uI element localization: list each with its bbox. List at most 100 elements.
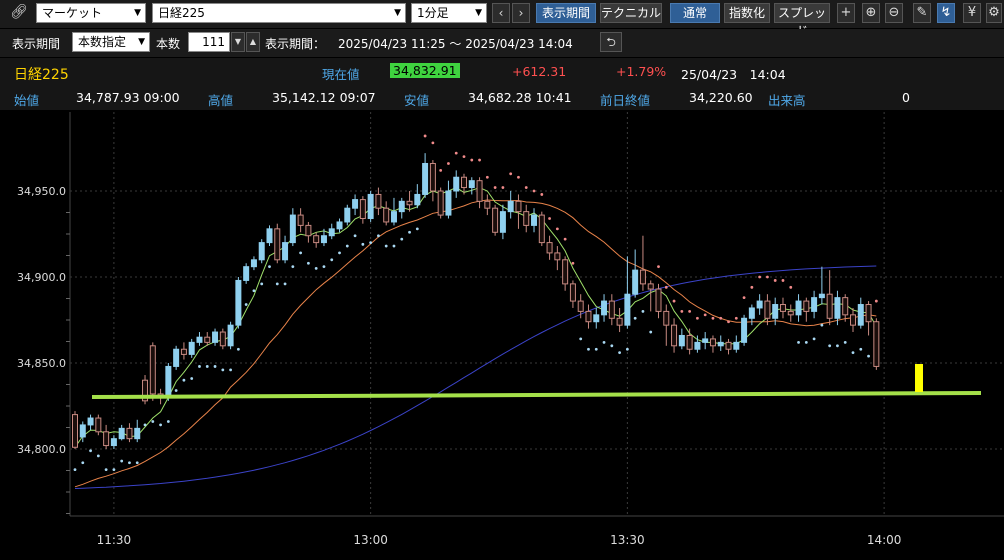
sar-dot <box>89 449 92 453</box>
symbol-select[interactable]: 日経225 ▼ <box>152 3 406 23</box>
candle-body <box>476 180 483 202</box>
period-mode-select[interactable]: 本数指定 ▼ <box>72 32 150 52</box>
count-input[interactable]: 111 <box>188 32 230 52</box>
candle-body <box>593 314 600 323</box>
candle-body <box>818 293 825 299</box>
reset-icon[interactable]: ⮌ <box>600 32 622 52</box>
x-tick-label: 11:30 <box>97 533 132 547</box>
candle-body <box>110 438 117 447</box>
candle-body <box>811 297 818 312</box>
next-button[interactable]: › <box>512 3 530 23</box>
candle-body <box>250 259 257 268</box>
candle-body <box>95 417 102 433</box>
pen-icon[interactable]: ✎ <box>913 3 931 23</box>
count-up-icon[interactable]: ▲ <box>246 32 260 52</box>
sar-dot <box>773 279 777 282</box>
prev-close-label: 前日終値 <box>600 93 651 108</box>
sar-dot <box>400 237 404 241</box>
x-tick-label: 14:00 <box>867 533 902 547</box>
candle-body <box>795 300 802 316</box>
sar-dot <box>548 217 551 220</box>
market-select[interactable]: マーケット ▼ <box>36 3 146 23</box>
candle-body <box>297 214 304 226</box>
technical-button[interactable]: テクニカル <box>600 3 662 23</box>
chevron-down-icon: ▼ <box>475 8 482 18</box>
sar-dot <box>555 227 559 231</box>
candle-body <box>554 252 561 261</box>
candle-body <box>531 214 538 226</box>
candle-body <box>429 162 436 192</box>
open-value: 34,787.93 09:00 <box>76 90 180 105</box>
y-tick-label: 34,900.0 <box>17 271 66 284</box>
candle-body <box>243 266 250 281</box>
sar-dot <box>649 330 653 334</box>
candle-body <box>826 293 833 319</box>
period-button[interactable]: 表示期間 <box>536 3 596 23</box>
main-toolbar: 🔗︎ マーケット ▼ 日経225 ▼ 1分足 ▼ ‹ › 表示期間 テクニカル 通常 … <box>0 0 1004 38</box>
candle-body <box>608 300 615 319</box>
interval-select[interactable]: 1分足 ▼ <box>411 3 487 23</box>
chevron-down-icon: ▼ <box>394 8 401 18</box>
sar-dot <box>703 313 707 317</box>
sar-dot <box>221 368 225 372</box>
link-icon[interactable]: 🔗︎ <box>10 4 28 20</box>
sar-dot <box>454 151 458 155</box>
prev-button[interactable]: ‹ <box>492 3 510 23</box>
sar-dot <box>563 237 567 241</box>
index-button[interactable]: 指数化 <box>724 3 770 23</box>
candle-body <box>313 235 320 244</box>
candle-body <box>173 348 180 367</box>
candle-body <box>367 193 374 220</box>
sar-dot <box>415 227 419 231</box>
chart-style-icon[interactable]: ↯ <box>937 3 955 23</box>
sar-dot <box>828 344 832 348</box>
sar-dot <box>571 261 575 265</box>
candle-body <box>569 283 576 302</box>
candle-body <box>87 417 94 426</box>
candle-body <box>142 379 149 402</box>
candle-body <box>344 207 351 223</box>
sar-dot <box>696 316 699 320</box>
candle-body <box>305 224 312 237</box>
sar-dot <box>812 337 816 341</box>
sar-dot <box>501 186 505 189</box>
candle-body <box>196 336 203 343</box>
sar-dot <box>439 168 443 172</box>
sar-dot <box>73 468 77 472</box>
sar-dot <box>758 275 762 279</box>
settings-icon[interactable]: ⚙ <box>986 3 1002 23</box>
zoom-in-icon[interactable]: ⊕ <box>862 3 880 23</box>
period-bar: 表示期間 本数指定 ▼ 本数 111 ▼ ▲ 表示期間： 2025/04/23 1… <box>0 29 1004 57</box>
candle-body <box>523 211 530 226</box>
spread-button[interactable]: スプレッド <box>774 3 830 38</box>
sar-dot <box>680 310 684 313</box>
candle-body <box>422 162 429 195</box>
candle-body <box>492 207 499 233</box>
low-value: 34,682.28 10:41 <box>468 90 572 105</box>
sar-dot <box>260 282 264 286</box>
sar-dot <box>120 459 124 463</box>
range-value: 2025/04/23 11:25 ～ 2025/04/23 14:04 <box>338 37 573 51</box>
candle-body <box>733 341 740 350</box>
sar-dot <box>734 316 738 320</box>
sar-dot <box>625 347 629 351</box>
candle-body <box>850 314 856 326</box>
count-down-icon[interactable]: ▼ <box>231 32 245 52</box>
x-tick-label: 13:30 <box>610 533 645 547</box>
candle-body <box>686 334 693 350</box>
yen-icon[interactable]: ¥ <box>963 3 981 23</box>
sar-dot <box>509 172 513 176</box>
low-label: 安値 <box>404 93 430 108</box>
sar-dot <box>579 337 583 341</box>
price-chart[interactable]: 34,800.0 34,850.0 34,900.0 34,950.0 11:30 13:… <box>0 112 1004 560</box>
candle-body <box>320 235 327 244</box>
y-tick-label: 34,800.0 <box>17 443 66 456</box>
crosshair-icon[interactable]: + <box>837 3 855 23</box>
zoom-out-icon[interactable]: ⊖ <box>885 3 903 23</box>
sar-dot <box>867 354 870 358</box>
normal-button[interactable]: 通常 <box>670 3 720 23</box>
sar-dot <box>672 299 676 303</box>
open-label: 始値 <box>14 93 40 108</box>
candle-body <box>857 304 864 326</box>
candle-body <box>266 228 273 244</box>
